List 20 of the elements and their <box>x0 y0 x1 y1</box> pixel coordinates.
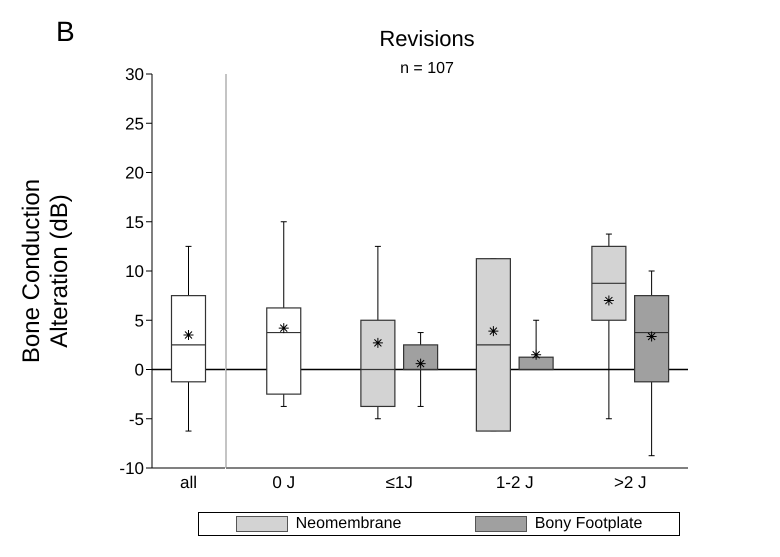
y-tick-label: 0 <box>134 360 144 380</box>
chart-title: Revisions <box>378 26 476 52</box>
x-tick-label: >2 J <box>614 473 647 492</box>
legend-label: Bony Footplate <box>534 515 642 533</box>
x-tick-label: 1-2 J <box>496 473 534 492</box>
y-tick-label: 20 <box>125 164 144 183</box>
y-tick-label: -10 <box>119 459 144 478</box>
y-axis-title: Bone Conduction Alteration (dB) <box>18 178 74 366</box>
y-tick-label: -5 <box>128 410 144 429</box>
x-tick-label: ≤1J <box>386 473 413 492</box>
y-tick-label: 25 <box>125 114 144 134</box>
annotation: n = 107 <box>399 60 455 78</box>
x-tick-label: all <box>180 473 198 492</box>
x-tick-label: 0 J <box>272 473 296 492</box>
y-tick-label: 10 <box>125 262 144 282</box>
legend-label: Neomembrane <box>296 515 402 533</box>
y-tick-label: 5 <box>134 311 144 330</box>
y-tick-label: 15 <box>125 212 144 232</box>
text: B <box>56 16 75 48</box>
y-tick-label: 30 <box>125 65 144 84</box>
